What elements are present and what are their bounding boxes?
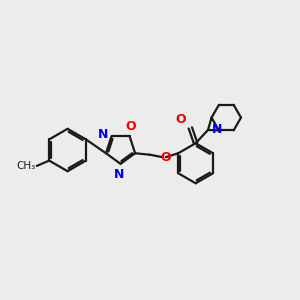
Text: N: N xyxy=(114,168,124,181)
Text: O: O xyxy=(125,120,136,133)
Text: N: N xyxy=(98,128,108,142)
Text: O: O xyxy=(161,151,171,164)
Text: O: O xyxy=(176,113,186,126)
Text: CH₃: CH₃ xyxy=(16,161,35,171)
Text: N: N xyxy=(212,124,222,136)
